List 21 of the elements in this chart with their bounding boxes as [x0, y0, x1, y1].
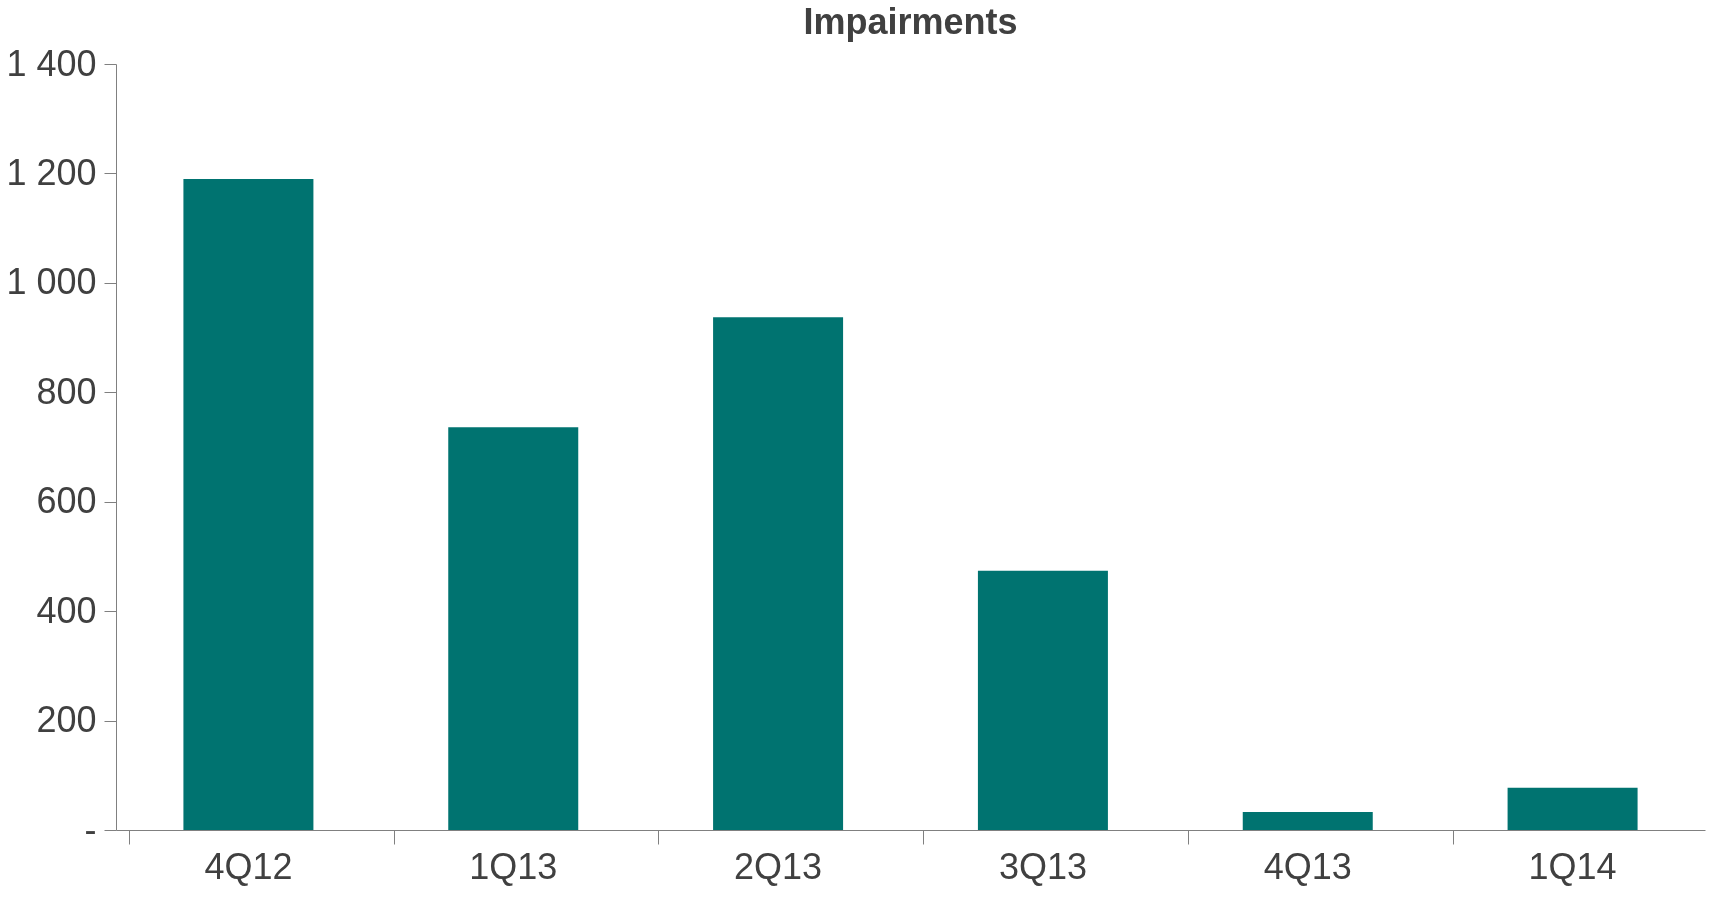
y-tick-label: 1 400: [6, 42, 97, 84]
y-tick-label: 400: [36, 589, 97, 631]
y-tick-label: -: [84, 808, 97, 850]
x-tick-label: 4Q13: [1263, 845, 1352, 887]
y-tick-label: 200: [36, 699, 97, 741]
bar: [1242, 811, 1373, 830]
chart-title: Impairments: [803, 1, 1018, 42]
x-tick-label: 1Q14: [1528, 845, 1617, 887]
bar: [1507, 787, 1638, 830]
y-tick-label: 1 200: [6, 151, 97, 193]
bar: [183, 178, 314, 830]
x-tick-label: 2Q13: [734, 845, 823, 887]
x-tick-label: 4Q12: [204, 845, 293, 887]
y-tick-label: 1 000: [6, 261, 97, 303]
x-tick-label: 3Q13: [998, 845, 1087, 887]
bar: [448, 427, 579, 830]
y-tick-label: 600: [36, 480, 97, 522]
x-tick-label: 1Q13: [469, 845, 558, 887]
bar: [977, 570, 1108, 830]
bar: [713, 317, 844, 830]
y-tick-label: 800: [36, 370, 97, 412]
